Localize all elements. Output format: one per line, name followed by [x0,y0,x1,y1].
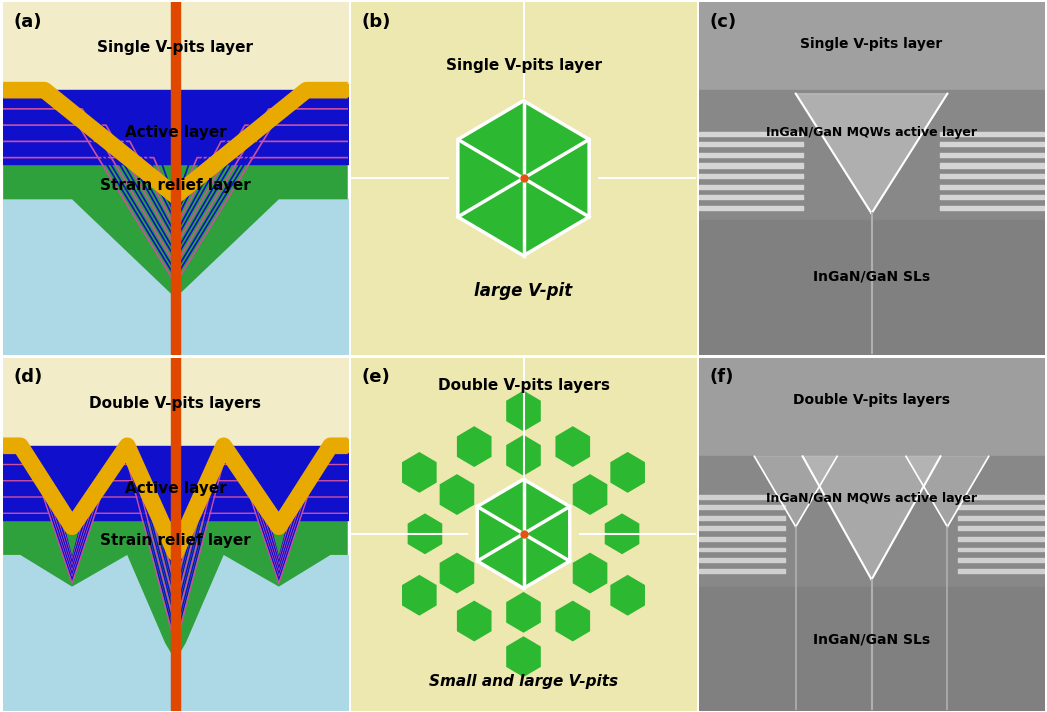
Polygon shape [506,592,541,633]
Polygon shape [556,601,591,642]
Polygon shape [556,426,591,467]
Polygon shape [573,474,607,515]
Text: InGaN/GaN MQWs active layer: InGaN/GaN MQWs active layer [766,126,977,139]
Polygon shape [402,452,437,493]
Polygon shape [440,553,474,594]
Polygon shape [506,435,541,476]
Text: large V-pit: large V-pit [474,282,573,300]
Text: Double V-pits layers: Double V-pits layers [89,396,262,411]
Text: Single V-pits layer: Single V-pits layer [97,41,253,56]
Polygon shape [402,575,437,616]
Text: (b): (b) [361,13,391,31]
Polygon shape [796,94,948,214]
Text: (c): (c) [710,13,737,31]
Polygon shape [755,456,838,527]
Text: (e): (e) [361,368,391,387]
Polygon shape [605,513,640,554]
Text: Strain relief layer: Strain relief layer [101,533,251,548]
Polygon shape [906,456,988,527]
Polygon shape [456,601,491,642]
Text: Small and large V-pits: Small and large V-pits [429,674,618,689]
Text: Active layer: Active layer [125,125,226,140]
Polygon shape [3,164,348,298]
Polygon shape [458,100,589,256]
Text: Double V-pits layers: Double V-pits layers [793,393,950,407]
Polygon shape [506,637,541,677]
Polygon shape [803,456,940,580]
Text: Single V-pits layer: Single V-pits layer [446,58,601,73]
Text: (a): (a) [14,13,42,31]
Polygon shape [506,390,541,431]
Text: (d): (d) [14,368,43,387]
Text: InGaN/GaN MQWs active layer: InGaN/GaN MQWs active layer [766,492,977,505]
Text: Strain relief layer: Strain relief layer [101,178,251,193]
Polygon shape [477,479,570,588]
Text: InGaN/GaN SLs: InGaN/GaN SLs [812,632,930,646]
Text: Active layer: Active layer [125,481,226,496]
Text: (f): (f) [710,368,734,387]
Polygon shape [407,513,442,554]
Polygon shape [610,452,645,493]
Text: Double V-pits layers: Double V-pits layers [438,379,609,394]
Polygon shape [573,553,607,594]
Polygon shape [456,426,491,467]
Polygon shape [440,474,474,515]
Polygon shape [610,575,645,616]
Text: Single V-pits layer: Single V-pits layer [800,38,942,51]
Text: InGaN/GaN SLs: InGaN/GaN SLs [812,270,930,284]
Polygon shape [3,520,348,661]
